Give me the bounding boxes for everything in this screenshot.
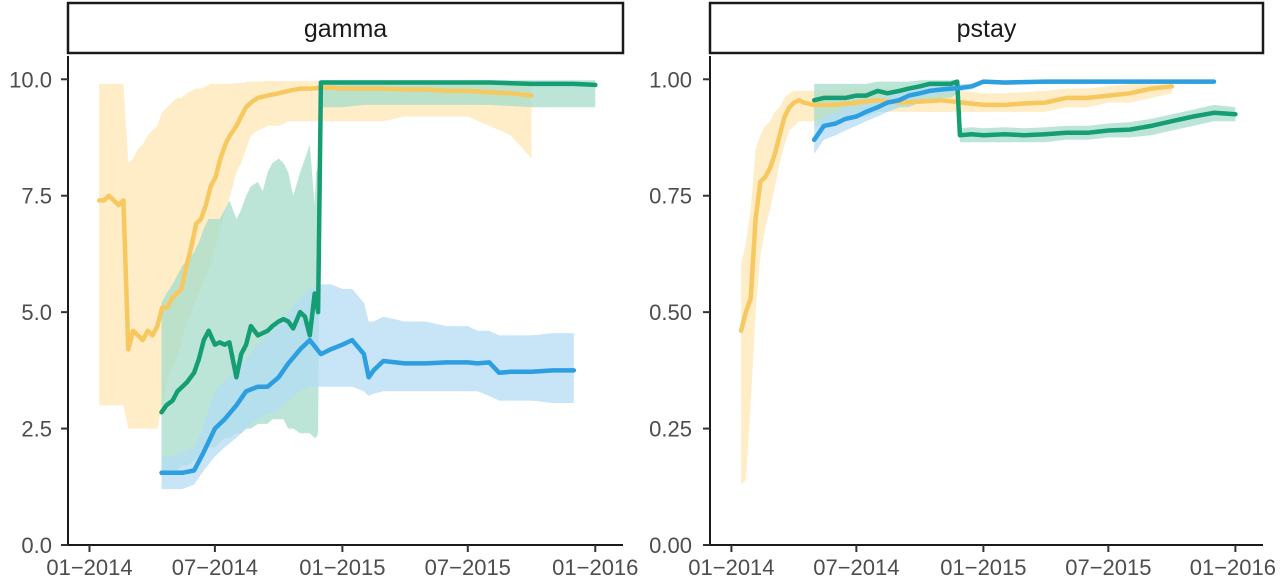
line-series-2 [811,79,1217,143]
facet-panel-pstay: pstay 0.00 0.25 0.50 0.75 1.00 01−2014 07−2014 0… [649,1,1276,580]
x-tick-label: 07−2014 [172,555,258,580]
facet-strip [708,1,1265,55]
y-tick-label: 0.50 [649,300,692,325]
facet-strip [66,1,625,55]
ribbon-series-2 [814,80,1214,154]
x-tick-label: 01−2014 [688,555,774,580]
facet-panel-gamma: gamma 0.0 2.5 5.0 7.5 10.0 01−2014 07−2014 01−20… [9,1,638,580]
y-tick-label: 0.25 [649,417,692,442]
facet-strip-label: gamma [304,15,387,43]
ribbon-series-0 [741,81,1172,485]
x-tick-label: 01−2016 [552,555,638,580]
x-tick-label: 07−2014 [813,555,899,580]
ribbon-series-2 [161,284,574,490]
line-series-0 [738,84,1175,334]
ribbon-series-0 [99,81,532,429]
x-tick-label: 01−2015 [940,555,1026,580]
line-series-2 [159,337,577,476]
y-tick-label: 1.00 [649,67,692,92]
x-tick-label: 01−2016 [1190,555,1276,580]
x-tick-label: 01−2015 [299,555,385,580]
y-tick-label: 5.0 [21,300,52,325]
plot-area [96,80,598,490]
y-tick-label: 0.00 [649,533,692,558]
y-tick-label: 0.75 [649,184,692,209]
line-series-1 [811,79,1238,138]
x-tick-label: 07−2015 [1065,555,1151,580]
line-series-0 [96,85,534,352]
y-tick-label: 0.0 [21,533,52,558]
line-series-1 [159,80,598,415]
facet-strip-label: pstay [957,15,1017,43]
x-tick-label: 01−2014 [46,555,132,580]
x-tick-label: 07−2015 [425,555,511,580]
y-tick-label: 2.5 [21,417,52,442]
y-tick-label: 7.5 [21,184,52,209]
plot-area [738,79,1238,485]
y-tick-label: 10.0 [9,67,52,92]
